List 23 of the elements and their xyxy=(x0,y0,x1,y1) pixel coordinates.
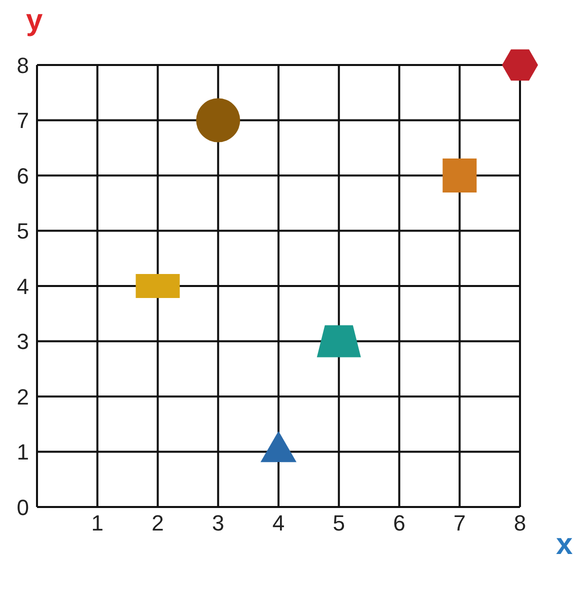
y-tick-label: 8 xyxy=(16,52,29,78)
x-tick-label: 3 xyxy=(212,510,224,536)
point xyxy=(442,158,477,192)
x-axis-title: x xyxy=(556,528,573,562)
y-tick-label: 5 xyxy=(16,218,29,244)
x-tick-label: 4 xyxy=(272,510,285,536)
y-tick-label: 6 xyxy=(16,163,29,188)
y-tick-label: 4 xyxy=(16,274,29,299)
y-tick-label: 7 xyxy=(16,108,29,134)
x-tick-label: 7 xyxy=(454,510,466,536)
point xyxy=(316,325,361,358)
x-tick-label: 2 xyxy=(152,510,164,536)
y-tick-label: 0 xyxy=(16,494,29,520)
point xyxy=(502,49,538,81)
y-tick-label: 3 xyxy=(16,329,29,354)
x-tick-label: 8 xyxy=(514,510,526,536)
x-tick-label: 1 xyxy=(91,510,104,536)
x-tick-label: 6 xyxy=(393,510,406,536)
point xyxy=(196,98,240,142)
x-tick-label: 5 xyxy=(332,510,345,536)
y-axis-title: y xyxy=(26,4,43,38)
y-tick-label: 1 xyxy=(16,440,29,465)
y-tick-label: 2 xyxy=(16,384,29,410)
